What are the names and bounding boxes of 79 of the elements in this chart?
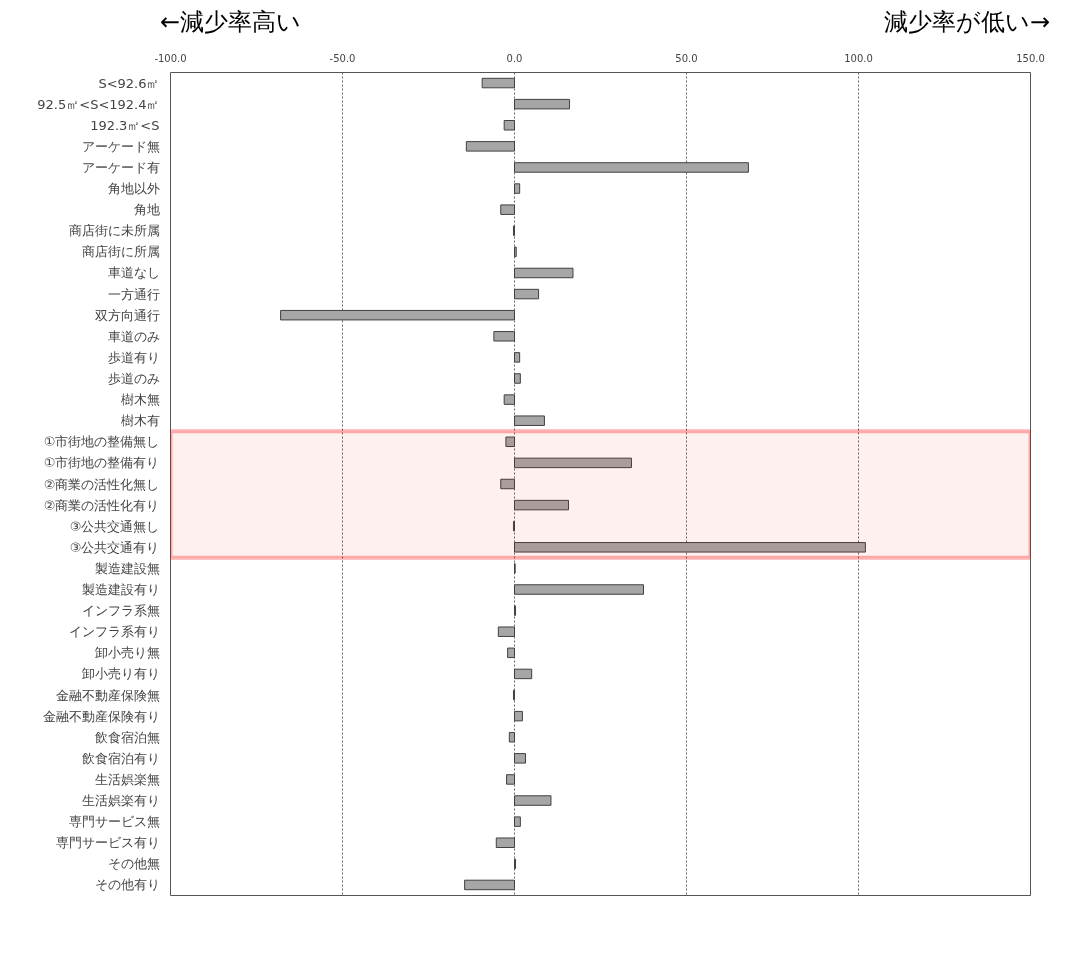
bar	[514, 267, 574, 279]
bar	[514, 98, 571, 110]
bar	[514, 753, 527, 764]
y-tick-label: 専門サービス有り	[55, 835, 160, 851]
bar	[495, 837, 515, 848]
y-tick-label: 車道のみ	[107, 328, 160, 344]
bar	[500, 204, 515, 215]
y-tick-label: 一方通行	[107, 286, 160, 302]
bar	[514, 542, 866, 553]
y-tick-label: 樹木無	[120, 392, 160, 408]
y-tick-label: ②商業の活性化有り	[43, 497, 160, 513]
bar	[514, 584, 644, 595]
y-tick-label: ②商業の活性化無し	[43, 476, 160, 492]
y-tick-label: 歩道有り	[107, 349, 160, 365]
y-tick-label: 金融不動産保険有り	[42, 708, 160, 724]
bar	[514, 457, 632, 469]
y-tick-label: 92.5㎡<S<192.4㎡	[37, 96, 160, 112]
x-tick-label: -50.0	[329, 52, 356, 64]
y-tick-label: 商店街に未所属	[68, 223, 160, 239]
x-tick-label: 100.0	[844, 52, 873, 64]
x-tick-label: 150.0	[1016, 52, 1045, 64]
bar	[503, 394, 515, 405]
y-tick-label: 飲食宿泊無	[94, 729, 160, 745]
y-tick-label: 生活娯楽有り	[81, 793, 160, 809]
bar	[514, 352, 521, 363]
bar	[503, 120, 515, 131]
bar	[497, 626, 515, 637]
bar	[506, 774, 515, 785]
bar	[514, 668, 533, 680]
bar	[493, 331, 515, 342]
bar	[514, 162, 749, 173]
text: 減少率が低い→	[883, 7, 1050, 38]
y-tick-label: アーケード無	[81, 138, 160, 154]
bar	[514, 816, 521, 827]
bar	[514, 183, 521, 194]
bar	[514, 710, 523, 722]
bar	[514, 373, 521, 384]
bar	[505, 436, 515, 448]
bar	[514, 288, 540, 300]
y-tick-label: 双方向通行	[94, 307, 160, 323]
y-tick-label: ①市街地の整備有り	[43, 455, 160, 471]
bar	[514, 795, 552, 806]
y-tick-label: 卸小売り無	[94, 645, 160, 661]
y-tick-label: 卸小売り有り	[81, 666, 160, 682]
y-tick-label: ③公共交通有り	[69, 539, 160, 555]
bar	[514, 415, 545, 426]
y-tick-label: インフラ系無	[81, 603, 160, 619]
y-tick-label: 飲食宿泊有り	[81, 750, 160, 766]
bar	[481, 77, 515, 89]
y-tick-label: 製造建設有り	[81, 582, 160, 598]
y-tick-label: 生活娯楽無	[94, 771, 160, 787]
y-tick-label: 角地以外	[107, 181, 160, 197]
y-tick-label: 角地	[133, 202, 160, 218]
y-tick-label: 商店街に所属	[81, 244, 160, 260]
bar	[465, 141, 515, 152]
bar	[500, 478, 515, 490]
x-tick-label: 0.0	[506, 52, 523, 64]
y-tick-label: 金融不動産保険無	[55, 687, 160, 703]
x-tick-label: 50.0	[675, 52, 698, 64]
x-tick-label: -100.0	[154, 52, 187, 64]
y-tick-label: インフラ系有り	[68, 624, 160, 640]
bar	[507, 647, 515, 659]
bar	[464, 879, 515, 891]
y-tick-label: ①市街地の整備無し	[43, 434, 160, 450]
y-tick-label: 樹木有	[120, 413, 160, 429]
y-tick-label: ③公共交通無し	[69, 518, 160, 534]
y-tick-label: 製造建設無	[94, 560, 160, 576]
y-tick-label: その他無	[107, 856, 160, 872]
y-tick-label: 専門サービス無	[68, 814, 160, 830]
y-tick-label: アーケード有	[81, 159, 160, 175]
bar	[514, 499, 570, 511]
y-tick-label: 車道なし	[107, 265, 160, 281]
text: ←減少率高い	[160, 7, 302, 38]
y-tick-label: 192.3㎡<S	[90, 117, 160, 133]
y-tick-label: S<92.6㎡	[98, 75, 160, 91]
bar	[508, 731, 515, 743]
y-tick-label: その他有り	[94, 877, 160, 893]
y-tick-label: 歩道のみ	[107, 370, 160, 386]
bar	[280, 309, 515, 321]
